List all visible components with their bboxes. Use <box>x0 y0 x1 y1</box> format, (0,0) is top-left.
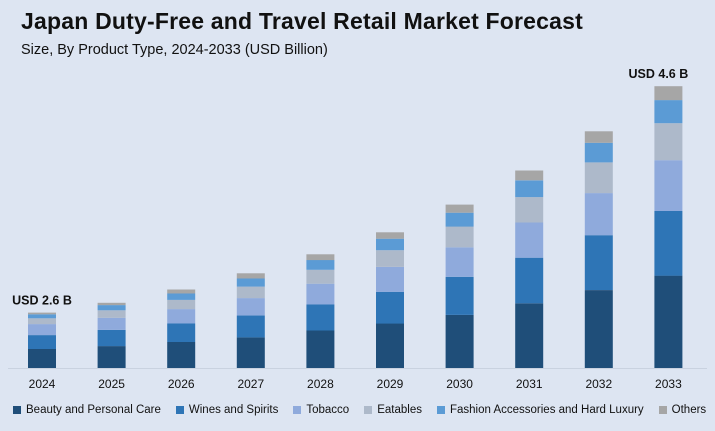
x-tick-label: 2032 <box>585 377 612 391</box>
legend-swatch <box>436 406 445 414</box>
bar-segment <box>167 299 196 310</box>
bar-segment <box>97 329 126 347</box>
bar-segment <box>306 254 335 261</box>
stacked-bar-chart: 2024 USD 2.6 B 2025 2026 2027 2028 2029 2030 203… <box>8 67 707 391</box>
bar-segment <box>654 86 683 101</box>
bar-segment <box>584 193 613 236</box>
bar-segment <box>515 197 544 223</box>
legend-swatch <box>13 406 21 414</box>
bar-segment <box>167 309 196 324</box>
legend-item-wines: Wines and Spirits <box>175 404 279 416</box>
bar-segment <box>376 291 404 324</box>
bar-segment <box>445 226 474 248</box>
legend: Beauty and Personal Care Wines and Spiri… <box>13 404 706 416</box>
legend-item-fashion: Fashion Accessories and Hard Luxury <box>436 404 644 416</box>
legend-item-eatables: Eatables <box>364 404 422 416</box>
bar-segment <box>236 278 265 287</box>
legend-item-tobacco: Tobacco <box>293 404 349 416</box>
bar-segment <box>97 302 126 306</box>
bar-segment <box>584 131 613 143</box>
legend-label: Fashion Accessories and Hard Luxury <box>449 404 644 416</box>
bar-segment <box>306 330 335 368</box>
bar-segment <box>445 204 474 213</box>
bar-segment <box>28 348 56 368</box>
bar-segment <box>584 142 613 163</box>
chart-subtitle: Size, By Product Type, 2024-2033 (USD Bi… <box>21 42 328 58</box>
x-tick-label: 2026 <box>168 377 195 391</box>
bar-segment <box>445 212 474 227</box>
legend-label: Beauty and Personal Care <box>26 404 161 416</box>
bar-segment <box>654 211 683 276</box>
x-tick-label: 2028 <box>307 377 334 391</box>
bar-segment <box>28 318 56 325</box>
x-tick-label: 2033 <box>655 377 682 391</box>
bar-segment <box>584 235 613 290</box>
x-tick-label: 2030 <box>446 377 473 391</box>
bar-segment <box>236 337 265 368</box>
bar-segment <box>654 160 683 211</box>
legend-swatch <box>293 406 302 414</box>
bar-segment <box>306 283 335 305</box>
bar-segment <box>236 315 265 338</box>
legend-label: Others <box>671 404 707 416</box>
bar-segment <box>306 260 335 270</box>
bar-segment <box>445 314 474 368</box>
bar-segment <box>515 257 544 304</box>
bar-segment <box>515 180 544 198</box>
value-annotation: USD 4.6 B <box>629 67 689 81</box>
bar-segment <box>445 276 474 315</box>
bar-segment <box>306 304 335 331</box>
x-tick-label: 2031 <box>516 377 543 391</box>
bar-segment <box>28 335 56 349</box>
bar-segment <box>236 286 265 299</box>
chart-title: Japan Duty-Free and Travel Retail Market… <box>21 8 584 34</box>
legend-swatch <box>658 406 667 414</box>
bar-segment <box>654 123 683 161</box>
value-annotation: USD 2.6 B <box>12 294 72 308</box>
bar-segment <box>515 222 544 258</box>
bar-segment <box>376 238 404 251</box>
legend-item-beauty: Beauty and Personal Care <box>13 404 161 416</box>
bar-segment <box>167 323 196 342</box>
bar-segment <box>97 305 126 311</box>
bar-segment <box>167 342 196 368</box>
bar-segment <box>376 250 404 267</box>
bar-segment <box>236 298 265 316</box>
bar-segment <box>584 290 613 368</box>
bar-segment <box>445 247 474 277</box>
bar-segment <box>515 303 544 368</box>
bar-segment <box>654 275 683 368</box>
bar-segment <box>167 289 196 294</box>
bar-segment <box>376 232 404 239</box>
legend-item-others: Others <box>658 404 707 416</box>
bar-segment <box>236 273 265 279</box>
legend-label: Eatables <box>377 404 422 416</box>
x-tick-label: 2024 <box>29 377 56 391</box>
x-tick-label: 2029 <box>377 377 404 391</box>
legend-swatch <box>364 406 373 414</box>
bar-segment <box>376 267 404 292</box>
x-tick-label: 2027 <box>237 377 264 391</box>
x-tick-label: 2025 <box>98 377 125 391</box>
bar-segment <box>28 324 56 336</box>
bar-segment <box>584 162 613 194</box>
bar-segment <box>167 293 196 300</box>
bar-segment <box>28 312 56 315</box>
legend-label: Wines and Spirits <box>188 404 279 416</box>
bar-segment <box>97 317 126 330</box>
legend-label: Tobacco <box>306 404 350 416</box>
bar-segment <box>376 323 404 368</box>
bar-segment <box>306 269 335 284</box>
bar-segment <box>654 100 683 124</box>
legend-swatch <box>175 406 184 414</box>
bar-segment <box>515 170 544 181</box>
bar-segment <box>97 310 126 318</box>
bar-segment <box>28 314 56 319</box>
bar-segment <box>97 346 126 368</box>
